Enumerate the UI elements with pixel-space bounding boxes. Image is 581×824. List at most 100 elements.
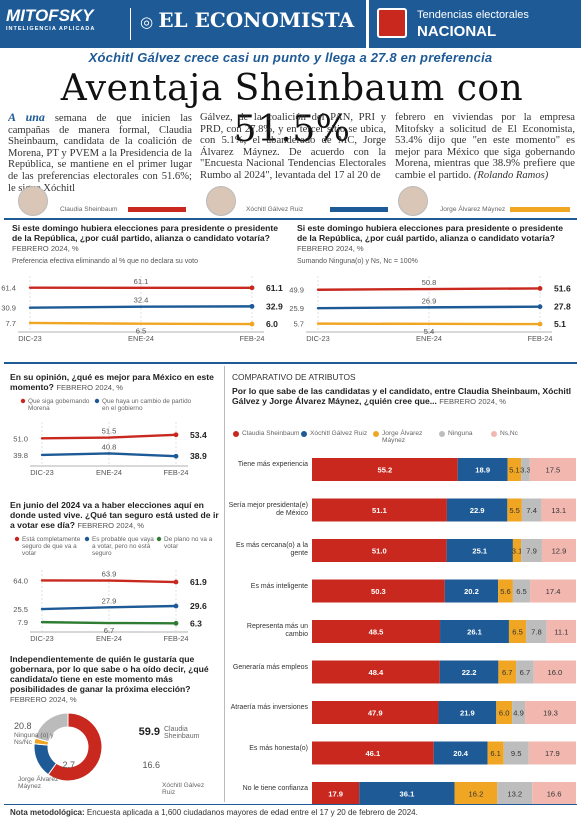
methodology-label: Nota metodológica: (10, 808, 85, 817)
chart6-bar (497, 782, 533, 805)
chart4-data-label: 27.9 (102, 596, 117, 605)
chart1-data-label: 61.1 (266, 283, 283, 293)
chart4-data-label: 25.5 (13, 605, 28, 614)
pie-label-name: Xóchitl Gálvez Ruiz (162, 782, 205, 796)
chart6-bar (526, 620, 547, 643)
chart6-legend-item: Ninguna (448, 430, 473, 437)
chart2-data-label: 26.9 (422, 296, 437, 305)
chart6-bar-label: 17.4 (546, 587, 561, 596)
chart6-bar-label: 51.0 (372, 547, 387, 556)
chart3-data-label: 53.4 (190, 430, 207, 440)
chart6-bar (546, 620, 576, 643)
chart6-legend-item: Ns,Nc (500, 430, 518, 437)
chart6-legend-dot (233, 431, 239, 437)
chart4-point (173, 579, 179, 585)
chart4-point (40, 607, 44, 611)
chart6-bar (312, 539, 447, 562)
chart6-bar (312, 620, 441, 643)
chart1-x-tick: DIC-23 (18, 334, 41, 343)
chart1-data-label: 61.1 (134, 277, 149, 286)
chart6-row-label: Es más honesta(o) (249, 744, 308, 752)
chart1-question: Si este domingo hubiera elecciones para … (12, 223, 279, 243)
chart2-point (316, 306, 320, 310)
chart4-point (173, 620, 179, 626)
chart6-bar-label: 26.1 (467, 628, 483, 637)
chart2-point (537, 304, 543, 310)
chart1-x-tick: ENE-24 (128, 334, 154, 343)
chart2-data-label: 5.1 (554, 319, 566, 329)
chart6-legend-dot (439, 431, 445, 437)
chart3-x-tick: DIC-23 (30, 468, 53, 477)
candidate-name-1: Xóchitl Gálvez Ruiz (246, 206, 304, 213)
chart2-data-label: 49.9 (289, 286, 304, 295)
chart2-point (427, 322, 431, 326)
chart6-bar-label: 6.1 (490, 749, 501, 758)
chart4-point (107, 606, 111, 609)
pie-slice (47, 712, 103, 782)
chart2-data-label: 5.7 (293, 320, 304, 329)
chart6-bar-label: 9.5 (511, 749, 522, 758)
divider-bottom (4, 804, 577, 805)
chart3-legend-item: Que siga gobernando Morena (28, 398, 90, 412)
chart1-data-label: 32.4 (134, 296, 149, 305)
chart6-bar-label: 16.2 (469, 790, 484, 799)
chart6-bar (498, 579, 513, 603)
chart6-bar (487, 741, 504, 765)
chart6-bar (446, 498, 508, 522)
chart3-date: FEBRERO 2024, % (56, 383, 123, 392)
chart3-x-tick: ENE-24 (96, 468, 122, 477)
divider (130, 8, 131, 40)
chart6-bar-label: 6.5 (516, 587, 527, 596)
chart3-data-label: 40.8 (102, 442, 117, 451)
chart3-point (107, 452, 111, 455)
chart2-question: Si este domingo hubiera elecciones para … (297, 223, 564, 243)
subheadline: Xóchitl Gálvez crece casi un punto y lle… (88, 50, 493, 65)
chart6-bar (512, 579, 531, 603)
chart2-title: Si este domingo hubiera elecciones para … (297, 223, 572, 254)
pie-slice (34, 712, 69, 743)
chart6-bar (521, 539, 542, 562)
chart6-row-label: Representa más un cambio (246, 623, 308, 638)
chart6-legend-item: Jorge Álvarez Máynez (382, 430, 423, 444)
chart1-point (139, 322, 143, 325)
chart6-bar (525, 701, 576, 724)
chart3-point (40, 437, 44, 440)
chart6-row-label: Sería mejor presidenta(e) de México (228, 501, 308, 517)
chart6-bar (533, 660, 576, 684)
chart6-bar-label: 4.9 (513, 709, 524, 718)
divider-top (4, 218, 577, 220)
chart6-bar-label: 48.5 (369, 628, 385, 637)
chart6-bar-label: 13.1 (551, 506, 566, 515)
chart6-legend-dot (301, 431, 307, 437)
chart2-point (316, 322, 320, 325)
mitofsky-tagline: INTELIGENCIA APLICADA (6, 26, 96, 32)
chart6-bar (512, 701, 526, 724)
chart1-subtitle: Preferencia efectiva eliminando al % que… (12, 258, 198, 265)
chart3-point (173, 432, 179, 438)
chart6-bar (541, 539, 576, 562)
candidate-name-2: Jorge Álvarez Máynez (440, 206, 506, 213)
chart1-title: Si este domingo hubiera elecciones para … (12, 223, 282, 254)
chart6-legend-item: Xóchitl Gálvez Ruiz (310, 430, 368, 437)
pie-label-name: Ninguna (o) y Ns/Nc (14, 732, 54, 746)
chart4-data-label: 63.9 (102, 570, 117, 579)
chart6-bar (521, 498, 542, 522)
chart6-bar-label: 21.9 (460, 709, 475, 718)
chart1-point (28, 306, 32, 309)
avatar-0 (18, 186, 48, 216)
section-tag-line2: NACIONAL (417, 23, 497, 40)
methodology-note: Nota metodológica: Encuesta aplicada a 1… (10, 808, 418, 817)
chart6-bar-label: 17.9 (328, 790, 343, 799)
chart6-bar-label: 6.5 (512, 628, 523, 637)
chart6-legend-item: Claudia Sheinbaum (242, 430, 300, 437)
chart6-bar-label: 5.6 (500, 587, 511, 596)
chart6-bar (528, 741, 576, 765)
chart6-bar (496, 701, 513, 724)
chart5-question: Independientemente de quién le gustaría … (10, 654, 209, 694)
chart6-bar (529, 458, 576, 481)
chart6-bar (433, 741, 488, 765)
chart4-legend-dot (156, 536, 162, 542)
chart6-bar (532, 782, 576, 805)
chart4-data-label: 64.0 (13, 576, 28, 585)
chart4-legend-dot (84, 536, 90, 542)
